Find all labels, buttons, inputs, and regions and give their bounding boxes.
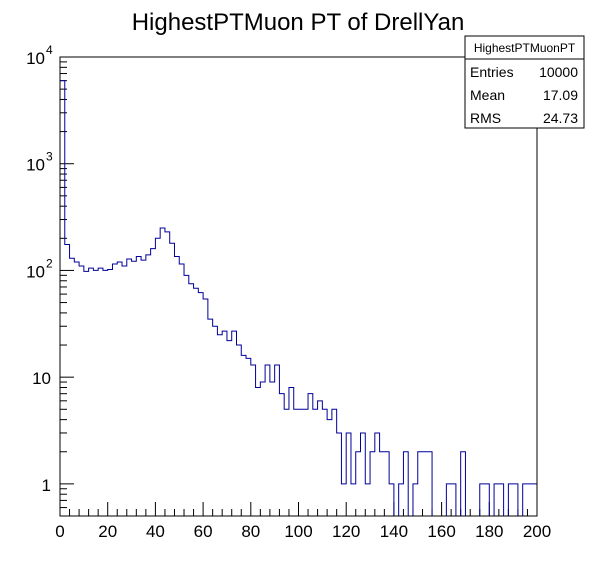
plot-frame xyxy=(59,56,538,517)
stats-rms-label: RMS xyxy=(470,110,501,126)
y-tick-label: 10 xyxy=(26,49,45,68)
x-tick-label: 40 xyxy=(146,522,165,541)
x-tick-label: 80 xyxy=(241,522,260,541)
chart-title: HighestPTMuon PT of DrellYan xyxy=(132,9,465,36)
axis-ticks xyxy=(59,56,538,517)
x-tick-label: 60 xyxy=(194,522,213,541)
y-tick-label: 10 xyxy=(26,262,45,281)
x-tick-label: 180 xyxy=(475,522,503,541)
x-tick-label: 120 xyxy=(332,522,360,541)
y-tick-label: 1 xyxy=(42,476,51,495)
y-tick-exponent: 2 xyxy=(46,256,53,270)
y-tick-exponent: 3 xyxy=(46,150,53,164)
stats-entries-value: 10000 xyxy=(539,64,578,80)
x-tick-label: 20 xyxy=(98,522,117,541)
x-tick-label: 200 xyxy=(523,522,551,541)
stats-rms-value: 24.73 xyxy=(543,110,578,126)
stats-mean-label: Mean xyxy=(470,87,505,103)
stats-mean-value: 17.09 xyxy=(543,87,578,103)
y-tick-exponent: 4 xyxy=(46,43,53,57)
x-tick-label: 0 xyxy=(55,522,64,541)
x-tick-label: 140 xyxy=(380,522,408,541)
y-tick-label: 10 xyxy=(32,369,51,388)
histogram-series-line xyxy=(59,80,538,517)
x-tick-label: 160 xyxy=(427,522,455,541)
stats-box-name: HighestPTMuonPT xyxy=(474,41,576,55)
x-tick-label: 100 xyxy=(284,522,312,541)
y-tick-label: 10 xyxy=(26,156,45,175)
stats-entries-label: Entries xyxy=(470,64,514,80)
stats-box: HighestPTMuonPT Entries 10000 Mean 17.09… xyxy=(464,35,585,129)
